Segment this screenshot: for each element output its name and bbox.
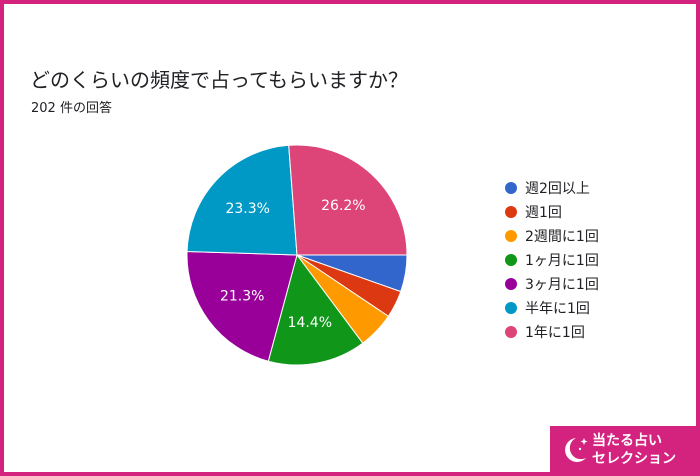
legend-item-6: 半年に1回: [505, 296, 599, 320]
legend-label: 3ヶ月に1回: [525, 277, 599, 293]
slice-percent-label-4: 14.4%: [288, 315, 332, 331]
brand-line-2: セレクション: [592, 451, 676, 467]
pie-slice-5: [186, 251, 298, 362]
legend-label: 半年に1回: [525, 301, 590, 317]
legend-label: 1ヶ月に1回: [525, 253, 599, 269]
legend-item-3: 2週間に1回: [505, 224, 599, 248]
pie-slice-6: [186, 144, 298, 256]
legend-label: 週1回: [525, 205, 562, 221]
pie-slice-7: [288, 144, 408, 256]
slice-percent-label-5: 21.3%: [220, 289, 264, 305]
legend-swatch: [505, 302, 517, 314]
legend-item-2: 週1回: [505, 200, 599, 224]
legend-item-7: 1年に1回: [505, 320, 599, 344]
legend-label: 週2回以上: [525, 181, 590, 197]
legend-item-5: 3ヶ月に1回: [505, 272, 599, 296]
legend-swatch: [505, 206, 517, 218]
brand-logo-text: 当たる占い セレクション: [592, 432, 676, 468]
legend-item-1: 週2回以上: [505, 176, 599, 200]
response-count: 202 件の回答: [31, 101, 112, 116]
brand-badge: 当たる占い セレクション: [550, 426, 698, 474]
legend-label: 2週間に1回: [525, 229, 599, 245]
brand-line-1: 当たる占い: [592, 433, 662, 449]
legend-swatch: [505, 278, 517, 290]
legend-swatch: [505, 182, 517, 194]
slice-percent-label-7: 26.2%: [321, 198, 365, 214]
chart-title: どのくらいの頻度で占ってもらいますか？: [30, 68, 408, 92]
pie-slice-4: [267, 253, 364, 366]
chart-legend: 週2回以上週1回 2週間に1回 1ヶ月に1回 3ヶ月に1回 半年に1回 1年に1回: [505, 176, 599, 344]
legend-label: 1年に1回: [525, 325, 585, 341]
legend-item-4: 1ヶ月に1回: [505, 248, 599, 272]
legend-swatch: [505, 254, 517, 266]
legend-swatch: [505, 326, 517, 338]
slice-percent-label-6: 23.3%: [225, 201, 269, 217]
legend-swatch: [505, 230, 517, 242]
crescent-moon-icon: [565, 438, 588, 462]
